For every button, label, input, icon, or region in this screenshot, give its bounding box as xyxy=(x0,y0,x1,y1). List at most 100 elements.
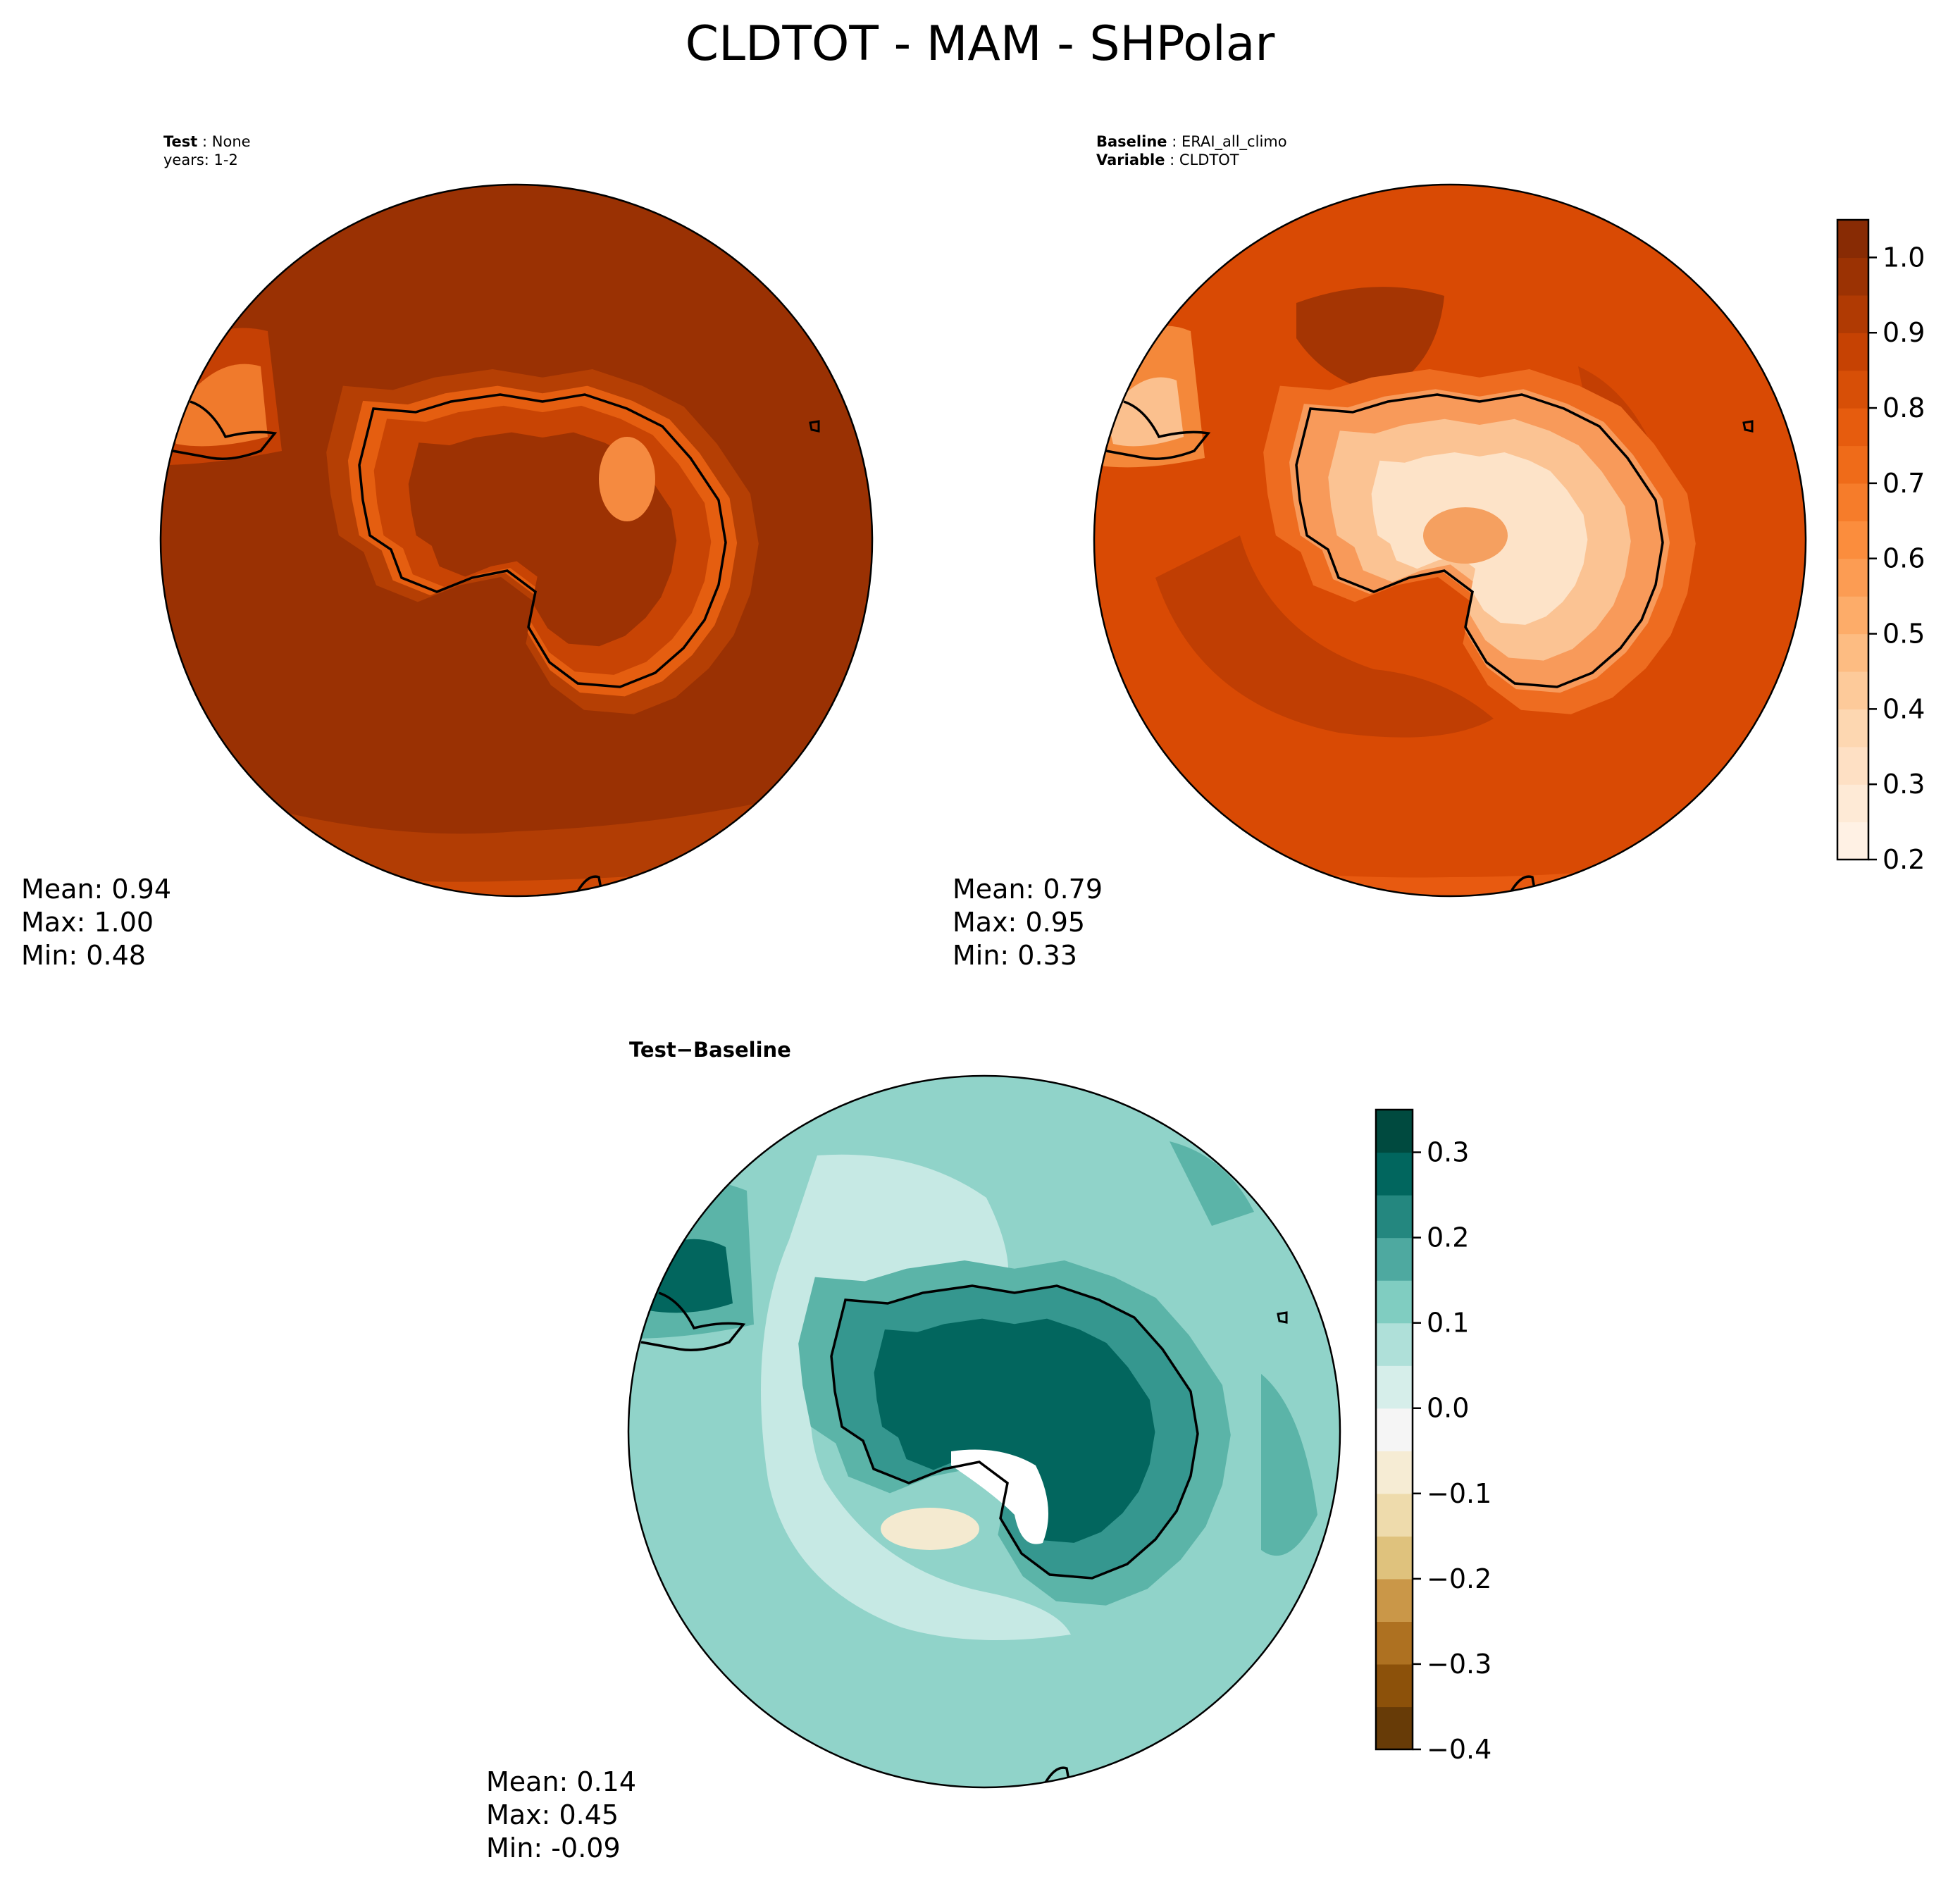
diff-tan-patch-south xyxy=(881,1508,979,1550)
test-years-label: years: 1-2 xyxy=(163,151,238,168)
colorbar-top-frame xyxy=(1836,218,1870,861)
colorbar-top-level-2 xyxy=(1837,746,1868,785)
colorbar-diff-level-4 xyxy=(1376,1536,1413,1580)
colorbar-top-tick-label-7: 0.9 xyxy=(1883,317,1925,348)
baseline-variable-value: CLDTOT xyxy=(1179,151,1239,168)
test-south-america-coast xyxy=(172,400,278,460)
colorbar-diff-level-9 xyxy=(1376,1322,1413,1366)
colorbar-diff-frame xyxy=(1375,1108,1414,1751)
baseline-mean: Mean: 0.79 xyxy=(953,874,1103,905)
diff-map xyxy=(628,1076,1340,1787)
colorbar-diff-level-8 xyxy=(1376,1365,1413,1409)
baseline-east-island-outline xyxy=(1742,420,1754,433)
baseline-max: Max: 0.95 xyxy=(953,907,1085,938)
diff-map-border xyxy=(627,1074,1341,1789)
colorbar-top-level-15 xyxy=(1837,257,1868,296)
colorbar-diff-level-6 xyxy=(1376,1451,1413,1494)
colorbar-diff-level-7 xyxy=(1376,1408,1413,1451)
colorbar-diff-tick-label-4: 0.0 xyxy=(1427,1393,1469,1424)
baseline-south-america-coast xyxy=(1105,400,1211,460)
baseline-variable-sep: : xyxy=(1165,151,1179,168)
baseline-variable-label: Variable : CLDTOT xyxy=(1096,151,1239,168)
colorbar-top-tick-label-5: 0.7 xyxy=(1883,468,1925,499)
diff-mean: Mean: 0.14 xyxy=(486,1766,636,1797)
colorbar-diff-level-10 xyxy=(1376,1280,1413,1324)
diff-label-operator: − xyxy=(676,1038,693,1062)
colorbar-top-tick-label-4: 0.6 xyxy=(1883,543,1925,574)
colorbar-diff: −0.4 −0.3 −0.2 −0.1 0.0 0.1 0.2 0.3 xyxy=(1375,1108,1491,1765)
baseline-label-value: ERAI_all_climo xyxy=(1181,133,1287,151)
colorbar-diff-level-13 xyxy=(1376,1152,1413,1196)
colorbar-diff-level-12 xyxy=(1376,1195,1413,1239)
figure-title: CLDTOT - MAM - SHPolar xyxy=(686,16,1275,72)
colorbar-top-level-8 xyxy=(1837,521,1868,559)
diff-label-test: Test xyxy=(629,1038,676,1062)
colorbar-top-level-9 xyxy=(1837,483,1868,521)
colorbar-diff-tick-label-3: −0.1 xyxy=(1427,1478,1491,1509)
colorbar-diff-tick-label-6: 0.2 xyxy=(1427,1222,1469,1253)
baseline-min: Min: 0.33 xyxy=(953,940,1077,971)
baseline-panel: Baseline : ERAI_all_climo Variable : CLD… xyxy=(953,133,1925,971)
baseline-label-sep: : xyxy=(1167,133,1181,150)
colorbar-top-tick-label-6: 0.8 xyxy=(1883,392,1925,423)
test-island-outline xyxy=(576,875,604,896)
colorbar-top-level-7 xyxy=(1837,558,1868,597)
colorbar-top: 0.2 0.3 0.4 0.5 0.6 0.7 0.8 0.9 1.0 xyxy=(1836,218,1925,875)
colorbar-top-level-0 xyxy=(1837,821,1868,860)
colorbar-top-level-16 xyxy=(1837,220,1868,259)
test-map-nw-light xyxy=(169,364,268,447)
colorbar-diff-tick-label-5: 0.1 xyxy=(1427,1308,1469,1339)
colorbar-top-level-1 xyxy=(1837,784,1868,823)
baseline-label: Baseline : ERAI_all_climo xyxy=(1096,133,1287,151)
baseline-interior-patch xyxy=(1423,507,1508,564)
baseline-map-border xyxy=(1093,183,1807,898)
colorbar-diff-tick-label-1: −0.3 xyxy=(1427,1649,1491,1680)
test-max: Max: 1.00 xyxy=(21,907,154,938)
test-label-value: None xyxy=(212,133,251,150)
colorbar-diff-tick-label-7: 0.3 xyxy=(1427,1137,1469,1168)
colorbar-diff-level-1 xyxy=(1376,1663,1413,1708)
colorbar-diff-tick-label-2: −0.2 xyxy=(1427,1563,1491,1594)
test-map xyxy=(161,185,872,896)
colorbar-diff-level-0 xyxy=(1376,1706,1413,1750)
colorbar-diff-level-2 xyxy=(1376,1621,1413,1665)
colorbar-diff-level-14 xyxy=(1376,1110,1413,1153)
test-label: Test : None xyxy=(163,133,251,150)
test-label-sep: : xyxy=(197,133,211,150)
colorbar-top-level-11 xyxy=(1837,408,1868,447)
colorbar-diff-level-3 xyxy=(1376,1578,1413,1622)
baseline-variable-key: Variable xyxy=(1096,151,1165,168)
test-min: Min: 0.48 xyxy=(21,940,146,971)
diff-ne-medium-band xyxy=(1170,1141,1254,1226)
colorbar-top-tick-label-8: 1.0 xyxy=(1883,242,1925,273)
diff-min: Min: -0.09 xyxy=(486,1833,621,1864)
colorbar-top-tick-label-2: 0.4 xyxy=(1883,693,1925,724)
diff-island-outline xyxy=(1044,1766,1072,1787)
colorbar-top-level-6 xyxy=(1837,596,1868,635)
diff-nw-dark-band xyxy=(641,1239,733,1313)
diff-label: Test−Baseline xyxy=(629,1038,791,1062)
baseline-map xyxy=(1094,185,1806,896)
colorbar-top-level-13 xyxy=(1837,333,1868,371)
test-east-island-outline xyxy=(809,420,820,433)
test-label-key: Test xyxy=(163,133,197,150)
baseline-dark-band-south xyxy=(1155,535,1494,738)
baseline-island-outline xyxy=(1510,875,1537,896)
colorbar-top-tick-label-3: 0.5 xyxy=(1883,619,1925,650)
colorbar-diff-level-5 xyxy=(1376,1493,1413,1537)
diff-south-america-coast xyxy=(640,1291,746,1351)
test-map-light-patch xyxy=(599,437,655,521)
colorbar-top-level-5 xyxy=(1837,633,1868,672)
diff-max: Max: 0.45 xyxy=(486,1799,619,1830)
colorbar-top-level-12 xyxy=(1837,370,1868,409)
colorbar-top-level-3 xyxy=(1837,709,1868,748)
baseline-dark-band-north xyxy=(1296,287,1444,395)
test-map-border xyxy=(159,183,874,898)
diff-white-patch xyxy=(951,1449,1048,1544)
diff-panel: Test−Baseline Mean: xyxy=(486,1038,1491,1864)
colorbar-top-tick-label-0: 0.2 xyxy=(1883,844,1925,875)
colorbar-diff-tick-label-0: −0.4 xyxy=(1427,1734,1491,1765)
colorbar-diff-level-11 xyxy=(1376,1237,1413,1281)
test-panel: Test : None years: 1-2 Mean: 0.94 xyxy=(21,133,874,971)
